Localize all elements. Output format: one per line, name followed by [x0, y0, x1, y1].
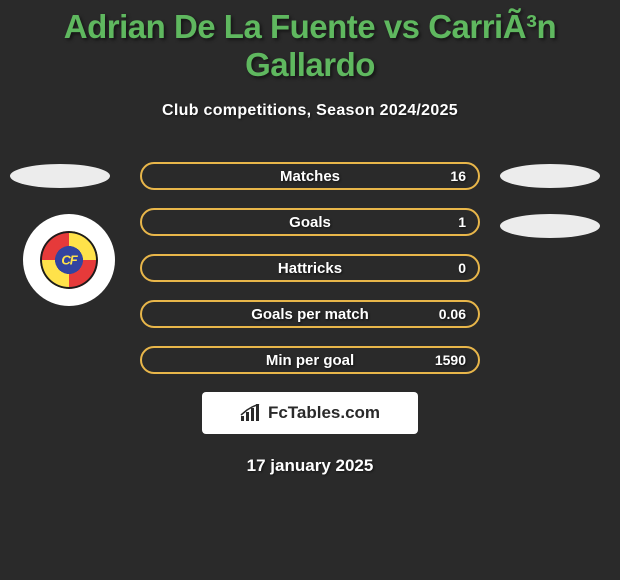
left-pill-1	[10, 164, 110, 188]
stat-value: 0.06	[439, 306, 466, 322]
source-logo: FcTables.com	[202, 392, 418, 434]
right-pill-2	[500, 214, 600, 238]
subtitle: Club competitions, Season 2024/2025	[0, 102, 620, 120]
stat-value: 1	[458, 214, 466, 230]
date-text: 17 january 2025	[0, 456, 620, 476]
stat-label: Goals per match	[251, 306, 369, 323]
stat-row-hattricks: Hattricks 0	[140, 254, 480, 282]
stat-label: Goals	[289, 214, 331, 231]
bars-icon	[240, 404, 262, 422]
logo-text: FcTables.com	[268, 403, 380, 423]
club-badge-left	[23, 214, 115, 306]
comparison-card: Adrian De La Fuente vs CarriÃ³n Gallardo…	[0, 0, 620, 476]
stat-row-goals: Goals 1	[140, 208, 480, 236]
stat-row-gpm: Goals per match 0.06	[140, 300, 480, 328]
stat-label: Min per goal	[266, 352, 354, 369]
stat-label: Matches	[280, 168, 340, 185]
stat-value: 1590	[435, 352, 466, 368]
stat-value: 0	[458, 260, 466, 276]
stat-row-mpg: Min per goal 1590	[140, 346, 480, 374]
villarreal-crest-icon	[40, 231, 98, 289]
right-pill-1	[500, 164, 600, 188]
stat-row-matches: Matches 16	[140, 162, 480, 190]
stats-area: Matches 16 Goals 1 Hattricks 0 Goals per…	[0, 162, 620, 476]
page-title: Adrian De La Fuente vs CarriÃ³n Gallardo	[0, 0, 620, 84]
stat-value: 16	[450, 168, 466, 184]
stat-label: Hattricks	[278, 260, 342, 277]
